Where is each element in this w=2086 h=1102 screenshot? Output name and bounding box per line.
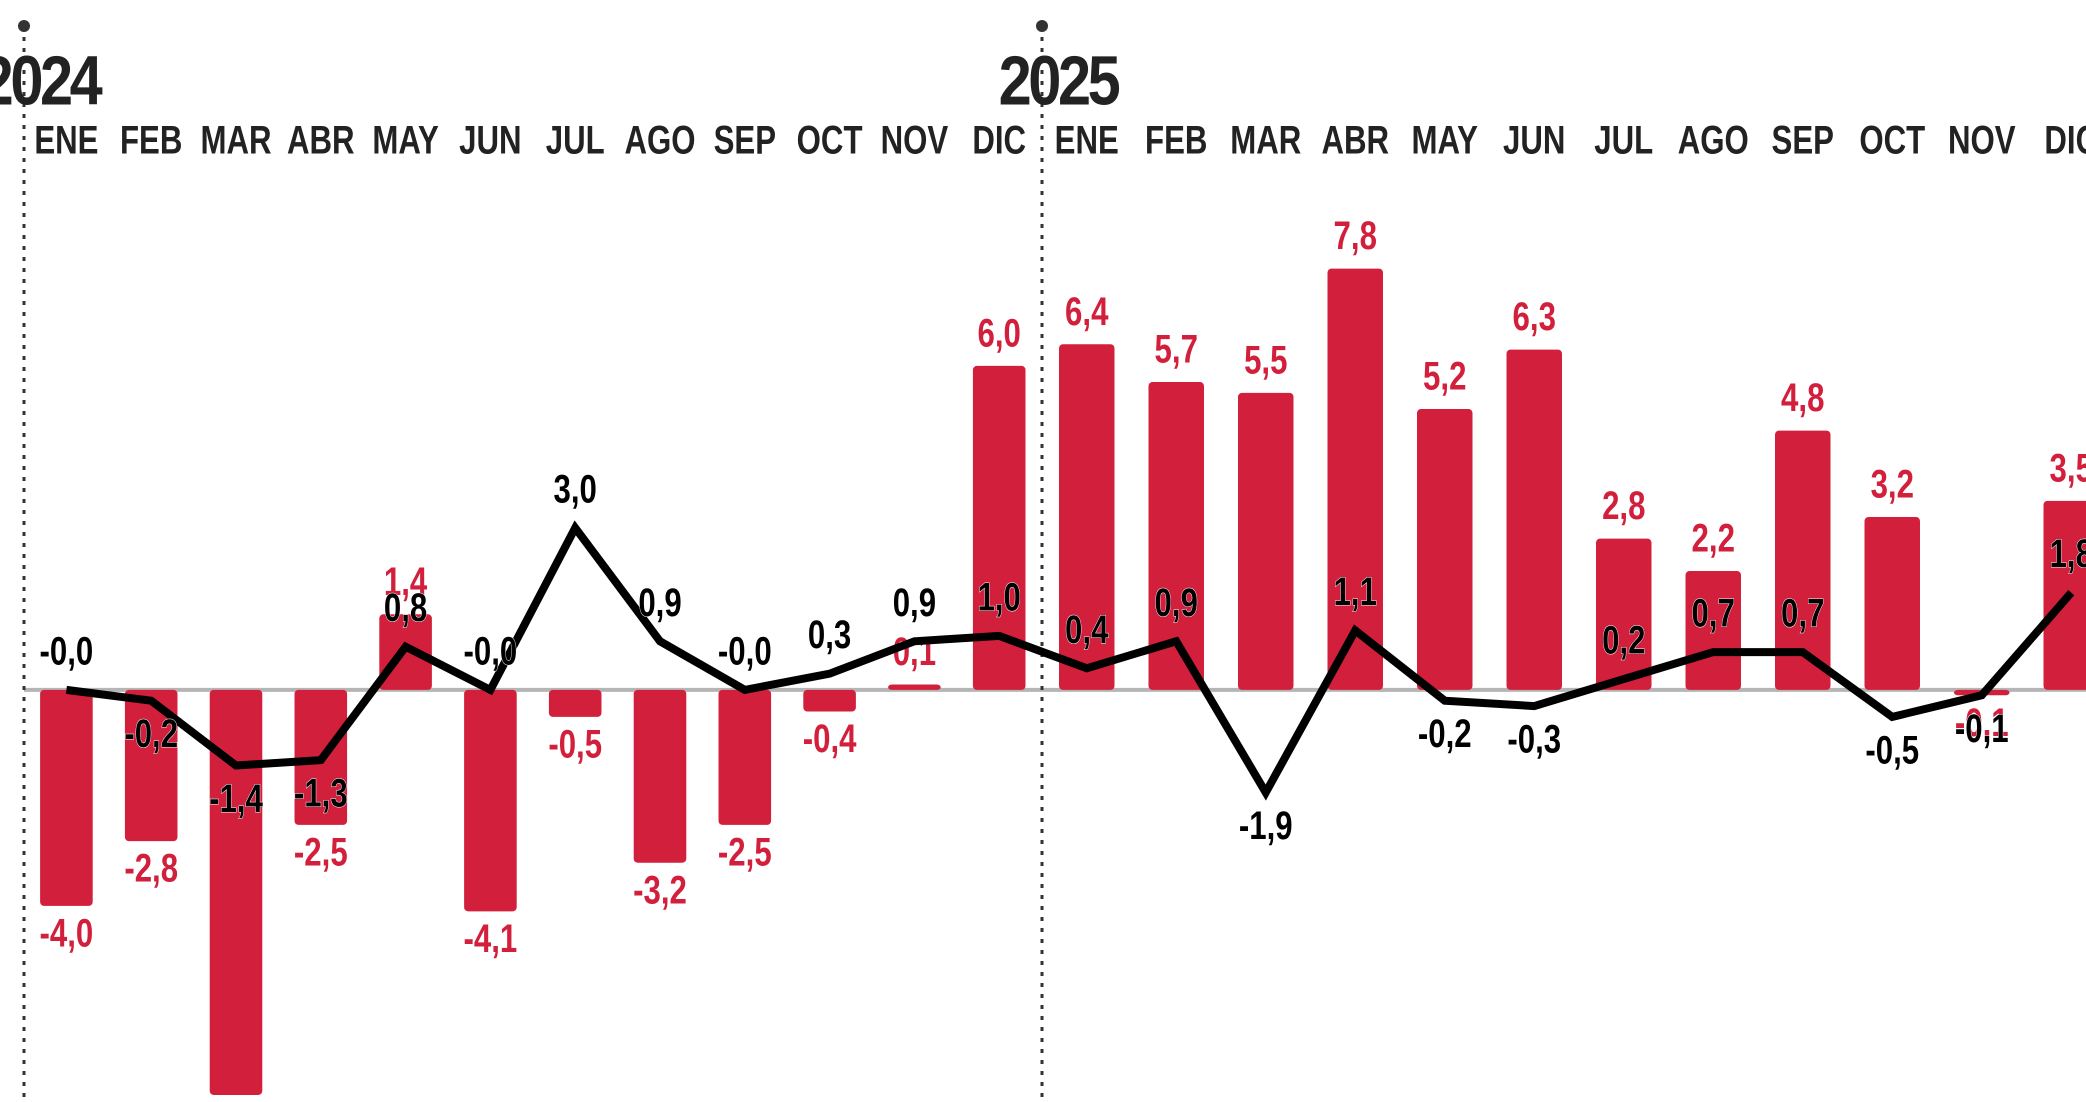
bar-value-label: -0,1 <box>1955 700 2009 745</box>
bar <box>1238 392 1294 690</box>
bar <box>464 689 517 912</box>
month-label: ENE <box>34 118 98 163</box>
bar <box>1417 409 1473 690</box>
month-label: JUN <box>1503 118 1565 163</box>
month-label: JUL <box>546 118 605 163</box>
month-label: MAY <box>372 118 439 163</box>
line-value-label: 0,9 <box>1155 580 1198 625</box>
bar-value-label: 2,2 <box>1692 516 1735 561</box>
line-value-label: 0,7 <box>1781 591 1824 636</box>
bar-value-label: 6,3 <box>1513 294 1556 339</box>
bar <box>718 689 772 825</box>
month-label: MAR <box>200 118 271 163</box>
bar-value-label: -0,4 <box>803 716 857 761</box>
divider-dot <box>18 20 30 32</box>
year-label: 2024 <box>0 41 103 120</box>
bar <box>1596 538 1652 690</box>
month-label: OCT <box>1859 118 1925 163</box>
bar-value-label: -2,5 <box>294 830 348 875</box>
bar <box>1864 517 1920 690</box>
month-label: OCT <box>797 118 863 163</box>
month-label: AGO <box>1678 118 1749 163</box>
bar-value-label: 6,0 <box>978 311 1021 356</box>
bar <box>1148 382 1204 690</box>
line-value-label: -1,3 <box>294 771 348 816</box>
bar-value-label: -4,0 <box>40 911 94 956</box>
line <box>65 520 2075 801</box>
line-value-label: -0,0 <box>718 629 772 674</box>
line-value-label: -0,2 <box>124 712 178 757</box>
line-value-label: 0,9 <box>893 580 936 625</box>
bar-value-label: 6,4 <box>1065 289 1108 334</box>
bar <box>40 689 93 906</box>
year-label: 2025 <box>999 41 1120 120</box>
bar-value-label: 5,5 <box>1244 338 1287 383</box>
bar-value-label: -2,8 <box>124 846 178 891</box>
line-value-label: -0,0 <box>40 629 94 674</box>
bar <box>548 689 602 717</box>
line-value-label: -1,9 <box>1239 803 1293 848</box>
month-label: JUL <box>1594 118 1653 163</box>
line-value-label: -0,2 <box>1418 712 1472 757</box>
bar <box>1327 268 1383 690</box>
bar-value-label: 0,1 <box>893 629 936 674</box>
bar-value-label: -0,5 <box>548 722 602 767</box>
bar-value-label: -2,5 <box>718 830 772 875</box>
month-label: ABR <box>1321 118 1389 163</box>
bar-value-label: 2,8 <box>1602 484 1645 529</box>
month-label: MAY <box>1412 118 1479 163</box>
bar-value-label: 7,8 <box>1334 213 1377 258</box>
bar-value-label: 4,8 <box>1781 376 1824 421</box>
bar-value-label: -4,1 <box>464 916 518 961</box>
month-label: DIC <box>2044 118 2086 163</box>
month-label: MAR <box>1230 118 1301 163</box>
month-label: NOV <box>1948 118 2016 163</box>
line-value-label: -0,0 <box>464 629 518 674</box>
divider-dot <box>1036 20 1048 32</box>
month-label: NOV <box>881 118 949 163</box>
bar <box>633 689 687 863</box>
bar-value-label: 1,4 <box>384 559 427 604</box>
month-label: FEB <box>120 118 182 163</box>
bar-value-label: 5,2 <box>1423 354 1466 399</box>
bar-value-label: 3,2 <box>1871 462 1914 507</box>
bar <box>888 684 941 690</box>
month-label: JUN <box>459 118 521 163</box>
line-value-label: -0,3 <box>1507 717 1561 762</box>
line-value-label: 3,0 <box>554 467 597 512</box>
line-value-label: -1,4 <box>209 776 263 821</box>
bar-value-label: 3,5 <box>2050 446 2086 491</box>
line-value-label: 0,2 <box>1602 618 1645 663</box>
month-label: AGO <box>624 118 695 163</box>
month-label: DIC <box>972 118 1026 163</box>
month-label: SEP <box>714 118 776 163</box>
bar <box>209 689 263 1095</box>
bar <box>1775 430 1831 690</box>
bar-value-label: -3,2 <box>633 868 687 913</box>
bar <box>1506 349 1562 690</box>
month-label: SEP <box>1772 118 1834 163</box>
bar <box>972 365 1026 690</box>
line-value-label: -0,1 <box>1955 706 2009 751</box>
bar <box>803 689 856 712</box>
line-value-label: 0,8 <box>384 586 427 631</box>
line-value-label: 1,1 <box>1334 569 1377 614</box>
line-value-label: 0,3 <box>808 613 851 658</box>
line-value-label: -0,5 <box>1865 728 1919 773</box>
month-label: FEB <box>1145 118 1207 163</box>
line-value-label: 0,7 <box>1692 591 1735 636</box>
month-label: ABR <box>287 118 355 163</box>
bar <box>124 689 178 842</box>
month-label: ENE <box>1055 118 1119 163</box>
line-value-label: 1,8 <box>2050 532 2086 577</box>
line-value-label: 0,4 <box>1065 607 1108 652</box>
line-value-label: 0,9 <box>638 580 681 625</box>
bar-value-label: 5,7 <box>1155 327 1198 372</box>
bar <box>1059 344 1115 690</box>
line-value-label: 1,0 <box>978 575 1021 620</box>
